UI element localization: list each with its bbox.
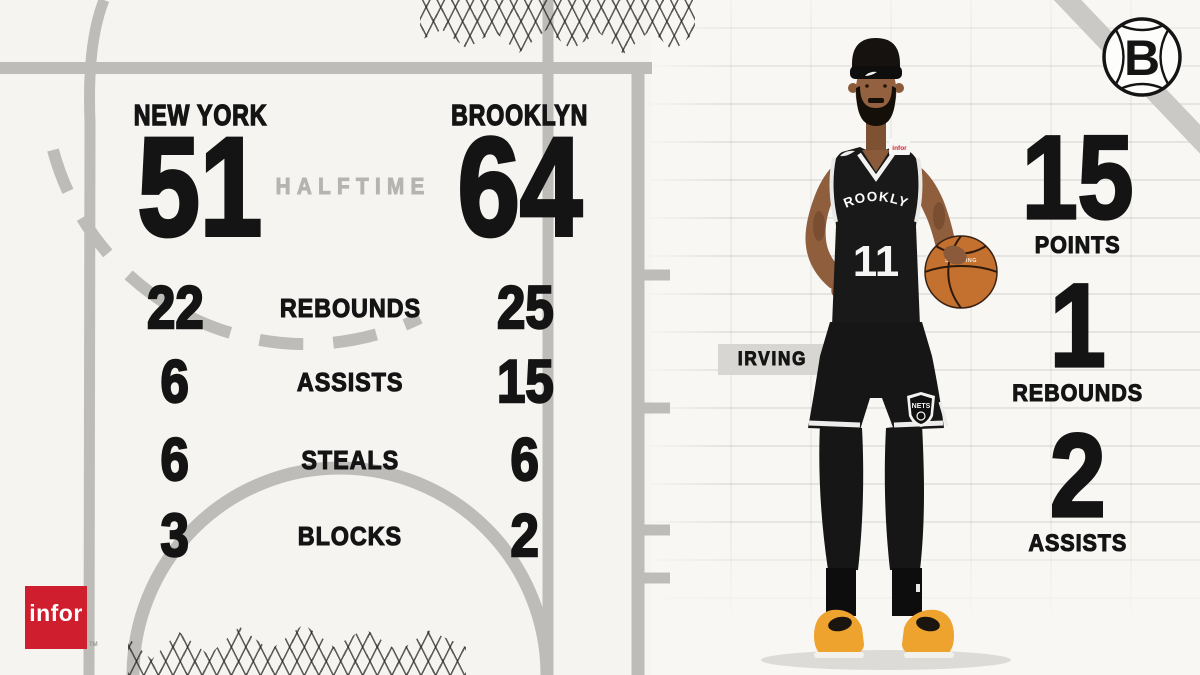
left-arm-tattoo [933, 202, 945, 230]
right-shoe-laces [916, 616, 940, 632]
player-jersey [831, 147, 921, 326]
sponsor-logo: infor [25, 586, 87, 649]
basketball: SPALDING [924, 235, 998, 309]
period-label: HALFTIME [275, 173, 431, 200]
away-score: 64 [456, 108, 584, 265]
left-shoe-sole [814, 652, 864, 658]
stat-row-blocks: 3 BLOCKS 2 [120, 502, 580, 569]
headband-swoosh-icon [865, 71, 877, 76]
player-photo: SPALDING infor BROOKLYN 11 NETS [756, 26, 1011, 670]
sock-logo-patch [916, 584, 920, 592]
player-right-eye [883, 84, 887, 88]
player-hair [852, 38, 900, 70]
shorts-nets-shield: NETS [907, 392, 935, 427]
player-name-tag: IRVING [718, 344, 828, 375]
jersey-neck-trim [857, 152, 895, 182]
free-throw-arc [126, 461, 554, 675]
jersey-number: 11 [853, 237, 900, 286]
shorts-side-slit [938, 401, 949, 427]
steals-label: STEALS [301, 444, 399, 475]
away-team-name: BROOKLYN [451, 99, 589, 132]
right-shoe-sole [904, 652, 954, 658]
player-shadow [761, 650, 1011, 670]
jersey-sponsor-text: infor [892, 145, 907, 152]
player-right-ear [894, 83, 904, 93]
player-right-leg [884, 424, 924, 570]
nets-shield-ball [916, 411, 926, 421]
home-score: 51 [136, 108, 264, 265]
sponsor-trademark: TM [89, 642, 98, 648]
assists-value: 2 [1049, 410, 1107, 542]
jersey-swoosh-icon [840, 150, 855, 157]
assists-label: ASSISTS [296, 366, 404, 397]
nets-team-logo: B [1102, 17, 1182, 97]
dashed-circle [47, 148, 423, 351]
points-value: 15 [1021, 112, 1135, 244]
home-rebounds: 22 [146, 274, 205, 341]
shorts-logo-text: NETS [912, 403, 931, 410]
away-blocks: 2 [510, 502, 540, 569]
stat-row-rebounds: 22 REBOUNDS 25 [120, 274, 580, 341]
points-label: POINTS [1035, 231, 1121, 259]
away-assists: 15 [496, 348, 555, 415]
player-right-arm [805, 154, 862, 294]
sponsor-logo-text: infor [29, 600, 83, 626]
stat-row-steals: 6 STEALS 6 [120, 426, 580, 493]
court-sideline [83, 0, 110, 675]
logo-basketball-seams [1114, 23, 1170, 91]
player-left-hand [943, 245, 967, 265]
player-left-shoe [814, 609, 864, 656]
player-left-sock [826, 568, 856, 616]
left-shoe-laces [828, 616, 852, 632]
home-assists: 6 [160, 348, 190, 415]
home-team-name: NEW YORK [133, 99, 267, 132]
player-assists-label: ASSISTS [1028, 529, 1128, 557]
player-beard [856, 86, 896, 126]
player-left-leg [819, 424, 864, 570]
player-stat-rebounds: 1 REBOUNDS [1000, 260, 1156, 408]
away-rebounds: 25 [496, 274, 555, 341]
home-steals: 6 [160, 426, 190, 493]
lane-hash-marks [638, 269, 670, 584]
logo-letter: B [1124, 30, 1160, 86]
player-left-ear [848, 83, 858, 93]
player-chest [862, 150, 890, 172]
blocks-label: BLOCKS [297, 520, 403, 551]
player-rebounds-label: REBOUNDS [1012, 379, 1144, 407]
home-blocks: 3 [160, 502, 190, 569]
jersey-sponsor-patch [889, 138, 910, 155]
rebounds-label: REBOUNDS [279, 292, 421, 323]
stat-row-assists: 6 ASSISTS 15 [120, 348, 580, 415]
right-arm-tattoo [813, 211, 825, 241]
player-mustache [868, 98, 884, 103]
player-left-eye [865, 84, 869, 88]
rebounds-value: 1 [1049, 260, 1107, 392]
player-stat-points: 15 POINTS [1000, 112, 1156, 260]
jersey-armhole-trim [829, 157, 923, 223]
player-stat-assists: 2 ASSISTS [1000, 410, 1156, 558]
away-steals: 6 [510, 426, 540, 493]
logo-basketball [1102, 17, 1182, 97]
player-right-shoe [902, 609, 954, 656]
